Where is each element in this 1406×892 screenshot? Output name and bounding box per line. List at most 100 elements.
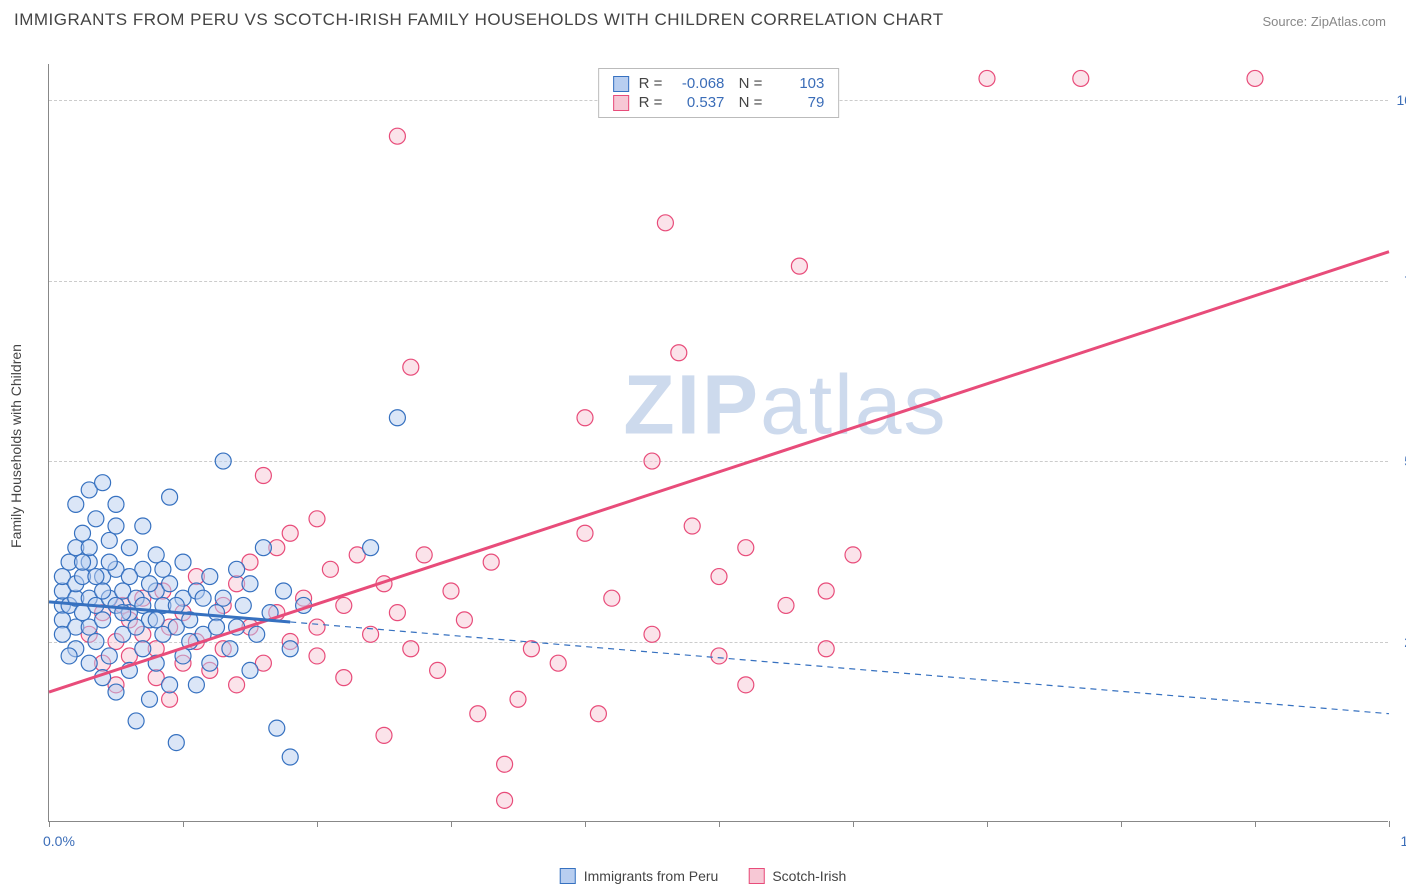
data-point [443, 583, 459, 599]
data-point [108, 496, 124, 512]
data-point [215, 453, 231, 469]
data-point [81, 655, 97, 671]
data-point [590, 706, 606, 722]
data-point [389, 128, 405, 144]
data-point [229, 561, 245, 577]
stats-row-pink: R = 0.537 N = 79 [613, 94, 825, 111]
regression-line [290, 622, 1389, 714]
stat-r-blue: -0.068 [672, 75, 724, 92]
stat-r-pink: 0.537 [672, 94, 724, 111]
data-point [684, 518, 700, 534]
regression-line [49, 252, 1389, 692]
stat-n-blue: 103 [772, 75, 824, 92]
data-point [1073, 70, 1089, 86]
pink-swatch-icon [613, 95, 629, 111]
data-point [644, 453, 660, 469]
data-point [101, 554, 117, 570]
y-tick-label: 100.0% [1397, 92, 1406, 108]
data-point [269, 720, 285, 736]
data-point [148, 547, 164, 563]
x-tick [451, 821, 452, 827]
data-point [818, 641, 834, 657]
pink-swatch-icon [748, 868, 764, 884]
data-point [121, 569, 137, 585]
legend-item-blue: Immigrants from Peru [560, 868, 719, 884]
data-point [483, 554, 499, 570]
data-point [121, 540, 137, 556]
data-point [128, 619, 144, 635]
data-point [430, 662, 446, 678]
stats-legend-box: R = -0.068 N = 103 R = 0.537 N = 79 [598, 68, 840, 118]
x-tick [585, 821, 586, 827]
data-point [255, 467, 271, 483]
x-tick [853, 821, 854, 827]
data-point [209, 605, 225, 621]
data-point [108, 518, 124, 534]
data-point [657, 215, 673, 231]
x-axis-min-label: 0.0% [43, 833, 75, 849]
data-point [202, 655, 218, 671]
x-tick [1389, 821, 1390, 827]
stat-n-pink: 79 [772, 94, 824, 111]
data-point [738, 540, 754, 556]
data-point [68, 496, 84, 512]
data-point [95, 612, 111, 628]
blue-swatch-icon [613, 76, 629, 92]
x-tick [317, 821, 318, 827]
data-point [101, 648, 117, 664]
data-point [95, 583, 111, 599]
x-tick [987, 821, 988, 827]
data-point [215, 590, 231, 606]
data-point [135, 518, 151, 534]
data-point [403, 359, 419, 375]
data-point [168, 735, 184, 751]
stats-row-blue: R = -0.068 N = 103 [613, 75, 825, 92]
data-point [249, 626, 265, 642]
data-point [309, 648, 325, 664]
data-point [128, 713, 144, 729]
data-point [979, 70, 995, 86]
data-point [88, 511, 104, 527]
data-point [255, 540, 271, 556]
data-point [75, 525, 91, 541]
data-point [162, 489, 178, 505]
data-point [88, 634, 104, 650]
data-point [389, 605, 405, 621]
data-point [1247, 70, 1263, 86]
bottom-legend: Immigrants from Peru Scotch-Irish [560, 868, 847, 884]
source-attribution: Source: ZipAtlas.com [1262, 14, 1386, 29]
chart-title: IMMIGRANTS FROM PERU VS SCOTCH-IRISH FAM… [14, 10, 944, 30]
data-point [389, 410, 405, 426]
data-point [202, 569, 218, 585]
legend-item-pink: Scotch-Irish [748, 868, 846, 884]
data-point [309, 619, 325, 635]
data-point [142, 576, 158, 592]
data-point [235, 597, 251, 613]
data-point [75, 554, 91, 570]
data-point [336, 670, 352, 686]
data-point [336, 597, 352, 613]
data-point [88, 569, 104, 585]
y-axis-label: Family Households with Children [8, 344, 24, 548]
data-point [195, 590, 211, 606]
data-point [577, 525, 593, 541]
data-point [309, 511, 325, 527]
data-point [229, 677, 245, 693]
data-point [363, 540, 379, 556]
data-point [671, 345, 687, 361]
data-point [711, 569, 727, 585]
x-tick [183, 821, 184, 827]
data-point [142, 691, 158, 707]
data-point [101, 532, 117, 548]
plot-area: ZIPatlas R = -0.068 N = 103 R = 0.537 N … [48, 64, 1388, 822]
data-point [282, 525, 298, 541]
data-point [242, 576, 258, 592]
data-point [148, 612, 164, 628]
data-point [644, 626, 660, 642]
data-point [577, 410, 593, 426]
data-point [162, 576, 178, 592]
data-point [510, 691, 526, 707]
data-point [778, 597, 794, 613]
data-point [162, 677, 178, 693]
data-point [276, 583, 292, 599]
